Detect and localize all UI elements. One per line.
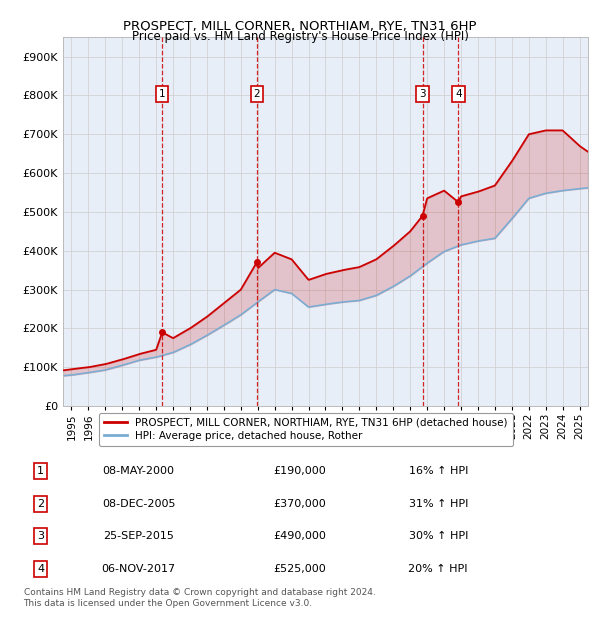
Text: PROSPECT, MILL CORNER, NORTHIAM, RYE, TN31 6HP: PROSPECT, MILL CORNER, NORTHIAM, RYE, TN…	[123, 20, 477, 33]
Text: 4: 4	[37, 564, 44, 574]
Legend: PROSPECT, MILL CORNER, NORTHIAM, RYE, TN31 6HP (detached house), HPI: Average pr: PROSPECT, MILL CORNER, NORTHIAM, RYE, TN…	[99, 412, 513, 446]
Text: Contains HM Land Registry data © Crown copyright and database right 2024.
This d: Contains HM Land Registry data © Crown c…	[23, 588, 375, 608]
Text: 08-DEC-2005: 08-DEC-2005	[102, 498, 175, 509]
Text: 1: 1	[159, 89, 166, 99]
Text: £370,000: £370,000	[274, 498, 326, 509]
Text: 3: 3	[37, 531, 44, 541]
Text: 31% ↑ HPI: 31% ↑ HPI	[409, 498, 468, 509]
Text: 08-MAY-2000: 08-MAY-2000	[103, 466, 175, 476]
Text: 30% ↑ HPI: 30% ↑ HPI	[409, 531, 468, 541]
Text: 25-SEP-2015: 25-SEP-2015	[103, 531, 174, 541]
Text: £525,000: £525,000	[274, 564, 326, 574]
Text: 2: 2	[253, 89, 260, 99]
Text: £490,000: £490,000	[274, 531, 326, 541]
Text: 16% ↑ HPI: 16% ↑ HPI	[409, 466, 468, 476]
Text: 3: 3	[419, 89, 426, 99]
Text: 20% ↑ HPI: 20% ↑ HPI	[409, 564, 468, 574]
Text: 06-NOV-2017: 06-NOV-2017	[101, 564, 176, 574]
Text: 4: 4	[455, 89, 462, 99]
Text: 1: 1	[37, 466, 44, 476]
Text: £190,000: £190,000	[274, 466, 326, 476]
Text: Price paid vs. HM Land Registry's House Price Index (HPI): Price paid vs. HM Land Registry's House …	[131, 30, 469, 43]
Text: 2: 2	[37, 498, 44, 509]
